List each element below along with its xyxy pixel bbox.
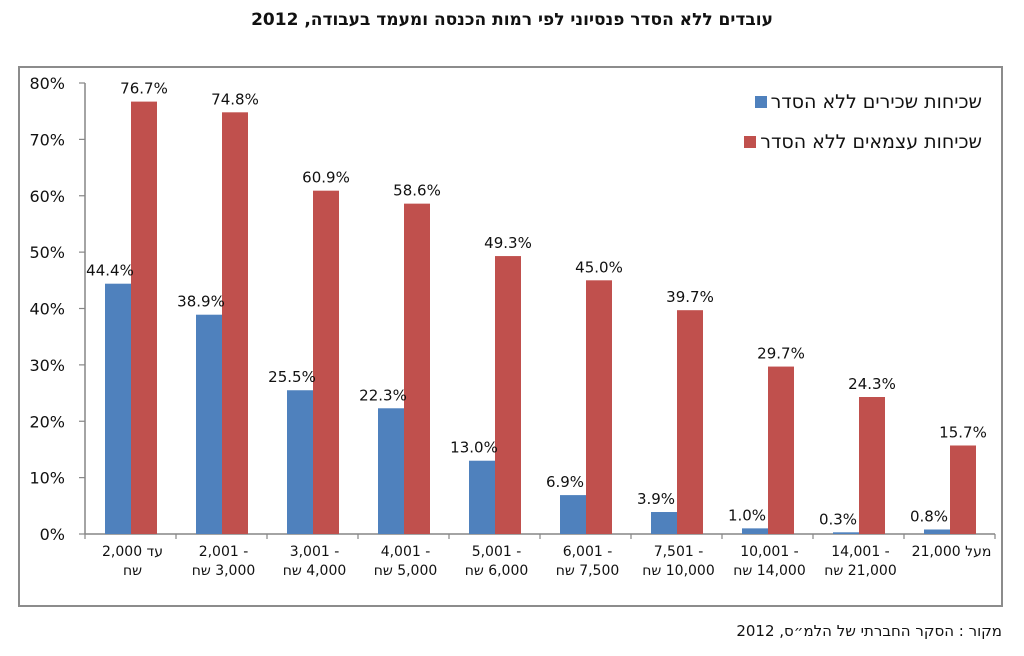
data-label: 15.7% [939,423,987,441]
x-tick-label-line: - 7,501 [653,544,704,560]
bar-self-employed [950,445,976,534]
data-label: 49.3% [484,234,532,252]
bar-employees [924,529,950,534]
y-tick-label: 10% [29,469,65,488]
data-label: 6.9% [546,473,584,491]
legend-label-self-employed: שכיחות עצמאים ללא הסדר [760,131,982,153]
x-tick-label-line: - 4,001 [380,544,431,560]
x-tick-label-line: 5,000 שח [373,563,438,579]
bar-self-employed [859,397,885,534]
x-tick-label-line: שח [122,563,143,579]
y-tick-label: 30% [29,356,65,375]
legend-item-employees: שכיחות שכירים ללא הסדר [744,82,982,122]
legend: שכיחות שכירים ללא הסדר שכיחות עצמאים ללא… [744,82,982,162]
x-tick-label: - 5,001 6,000 שח [451,543,542,581]
bar-employees [651,512,677,534]
x-tick-label-line: - 3,001 [289,544,340,560]
x-tick-label-line [906,562,997,581]
y-tick-label: 20% [29,412,65,431]
data-label: 74.8% [211,90,259,108]
x-tick-label-line: עד 2,000 [102,544,163,560]
data-label: 29.7% [757,345,805,363]
data-label: 39.7% [666,288,714,306]
x-tick-label-line: 6,000 שח [464,563,529,579]
bar-employees [378,408,404,534]
x-tick-label-line: מעל 21,000 [911,544,992,560]
data-label: 38.9% [177,293,225,311]
data-label: 24.3% [848,375,896,393]
bar-employees [469,460,495,534]
bar-self-employed [677,310,703,534]
x-tick-label-line: 10,000 שח [642,563,715,579]
x-tick-label-line: 3,000 שח [191,563,256,579]
x-tick-label-line: - 10,001 [740,544,799,560]
data-label: 44.4% [86,262,134,280]
x-tick-label-line: - 6,001 [562,544,613,560]
bar-employees [560,495,586,534]
y-tick-label: 60% [29,187,65,206]
bar-self-employed [222,112,248,534]
x-tick-label-line: - 14,001 [831,544,890,560]
legend-swatch-red [744,136,757,148]
data-label: 76.7% [120,80,168,98]
data-label: 13.0% [450,439,498,457]
x-tick-label: - 14,001 21,000 שח [815,543,906,581]
x-tick-label-line: 4,000 שח [282,563,347,579]
data-label: 45.0% [575,258,623,276]
legend-item-self-employed: שכיחות עצמאים ללא הסדר [744,122,982,162]
data-label: 0.3% [819,510,857,528]
x-tick-label: - 10,001 14,000 שח [724,543,815,581]
data-label: 60.9% [302,169,350,187]
bar-self-employed [131,101,157,534]
data-label: 58.6% [393,182,441,200]
x-tick-label: עד 2,000 שח [87,543,178,581]
y-tick-label: 70% [29,130,65,149]
bar-employees [105,283,131,534]
bar-employees [742,528,768,534]
x-tick-label: - 4,001 5,000 שח [360,543,451,581]
bar-employees [196,314,222,534]
bar-self-employed [404,203,430,534]
source-note: מקור : הסקר החברתי של הלמ״ס, 2012 [736,622,1002,640]
x-tick-label-line: 14,000 שח [733,563,806,579]
data-label: 0.8% [910,507,948,525]
x-tick-label: מעל 21,000 [906,543,997,581]
x-tick-label: - 7,501 10,000 שח [633,543,724,581]
bars [105,101,976,534]
x-tick-label-line: 21,000 שח [824,563,897,579]
data-label: 1.0% [728,506,766,524]
bar-employees [287,390,313,534]
y-tick-label: 50% [29,243,65,262]
y-tick-label: 0% [40,525,65,544]
bar-self-employed [768,366,794,534]
legend-swatch-blue [754,96,767,108]
x-tick-label: - 3,001 4,000 שח [269,543,360,581]
data-label: 25.5% [268,368,316,386]
x-tick-label-line: - 5,001 [471,544,522,560]
bar-self-employed [495,256,521,534]
bar-self-employed [313,190,339,534]
x-tick-label-line: 7,500 שח [555,563,620,579]
data-labels: 44.4% 38.9% 25.5% 22.3% 13.0% 6.9% 3.9% 1.0% 0.3… [86,80,987,529]
x-tick-label: - 6,001 7,500 שח [542,543,633,581]
legend-label-employees: שכיחות שכירים ללא הסדר [770,91,982,113]
bar-employees [833,532,859,534]
data-label: 22.3% [359,386,407,404]
chart-title: עובדים ללא הסדר פנסיוני לפי רמות הכנסה ו… [251,10,773,30]
y-tick-label: 40% [29,300,65,319]
x-tick-label: - 2,001 3,000 שח [178,543,269,581]
x-tick-label-line: - 2,001 [198,544,249,560]
bar-self-employed [586,280,612,534]
y-tick-label: 80% [29,74,65,93]
data-label: 3.9% [637,490,675,508]
